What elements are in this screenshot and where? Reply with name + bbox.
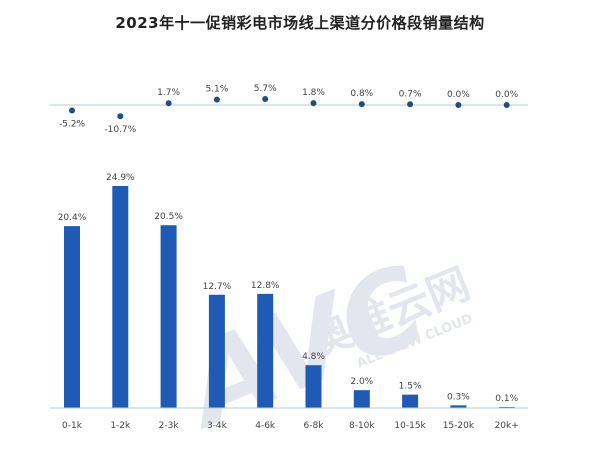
growth-label: 1.7% [157,88,180,98]
share-label: 20.5% [154,212,183,222]
share-bar [305,365,322,408]
growth-dot [455,102,462,108]
share-label: 0.1% [495,394,518,404]
x-tick-label: 10-15k [394,421,426,431]
x-axis-ticks: 0-1k 1-2k 2-3k 3-4k 4-6k 6-8k 8-10k 10-15k 15-20… [62,421,519,431]
growth-dot [117,113,124,120]
share-series: 20.4% 24.9% 20.5% 12.7% 12.8% 4.8% 2.0% 1.5% 0.3… [58,173,519,408]
growth-dot [69,107,75,114]
share-label: 12.8% [251,281,280,291]
x-tick-label: 3-4k [207,421,228,431]
share-bar [450,405,467,408]
growth-dot [213,96,220,103]
share-bar [402,394,419,408]
growth-series: -5.2% -10.7% 1.7% 5.1% 5.7% 1.8% 0.8% 0.7% 0.0% 0… [59,84,519,135]
share-label: 2.0% [350,377,373,387]
x-tick-label: 4-6k [255,421,276,431]
growth-label: 0.8% [350,89,373,99]
growth-label: 5.1% [205,85,228,95]
x-tick-label: 2-3k [159,421,180,431]
share-bar [160,225,177,408]
share-label: 20.4% [58,213,87,223]
growth-label: -10.7% [104,125,136,135]
x-tick-label: 20k+ [495,421,519,431]
growth-dot [407,101,414,108]
growth-label: -5.2% [59,119,86,129]
growth-label: 0.0% [495,90,518,100]
x-tick-label: 8-10k [349,421,375,431]
chart-title: 2023年十一促销彩电市场线上渠道分价格段销量结构 [115,14,485,32]
share-bar [64,226,80,408]
share-bar [112,186,129,408]
growth-label: 1.8% [302,88,325,98]
share-bar [257,293,274,408]
growth-label: 0.0% [447,90,470,100]
growth-dot [503,102,510,108]
growth-dot [310,100,317,107]
share-label: 12.7% [203,282,232,292]
growth-dot [358,101,365,108]
x-tick-label: 6-8k [304,421,325,431]
share-label: 4.8% [302,352,325,362]
growth-label: 5.7% [254,84,277,94]
growth-label: 0.7% [399,89,422,99]
growth-dot [262,96,269,103]
share-bar [208,294,225,408]
growth-dot [165,100,172,107]
x-tick-label: 1-2k [110,421,131,431]
share-label: 24.9% [106,173,135,183]
x-tick-label: 0-1k [62,421,83,431]
x-tick-label: 15-20k [443,421,475,431]
share-bar [353,390,370,408]
share-label: 1.5% [399,382,422,392]
share-label: 0.3% [447,392,470,402]
